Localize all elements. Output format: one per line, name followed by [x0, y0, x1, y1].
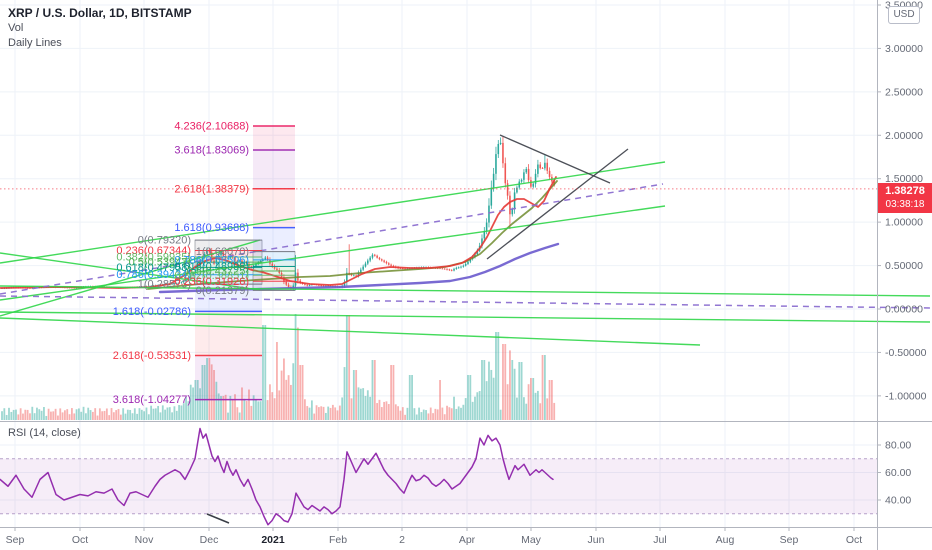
axis-or-level-label: May [521, 534, 542, 546]
axis-or-level-label: 0.786(0.39434) [116, 269, 191, 281]
axis-or-level-label: Sep [6, 534, 25, 546]
trendline-drawings[interactable] [0, 134, 931, 346]
axis-or-level-label: Jun [588, 534, 605, 546]
axis-or-level-label: Oct [72, 534, 88, 546]
axis-or-level-label: 4.236(2.10688) [174, 121, 249, 133]
axis-or-level-label: Jul [653, 534, 666, 546]
chart-legend: XRP / U.S. Dollar, 1D, BITSTAMP Vol Dail… [8, 6, 192, 51]
axis-or-level-label: 2.618(1.38379) [174, 183, 249, 195]
axis-or-level-label: 0.5(0.53947) [129, 257, 191, 269]
axis-or-level-label: Oct [846, 534, 862, 546]
axis-or-level-label: 0.5(0.43725) [187, 266, 249, 278]
bar-close-countdown: 03:38:18 [885, 199, 925, 210]
last-price-badge: 1.38278 03:38:18 [878, 183, 932, 213]
axis-or-level-label: 1.618(0.93688) [174, 222, 249, 234]
axis-or-level-label: 0.786(0.56506) [174, 254, 249, 266]
axis-or-level-label: 0.50000 [885, 260, 923, 272]
last-price-value: 1.38278 [885, 185, 925, 197]
axis-or-level-label: 40.00 [885, 495, 911, 507]
axis-or-level-label: 3.50000 [885, 0, 923, 12]
axis-or-level-label: 0.618(0.47958) [116, 262, 191, 274]
axis-or-level-label: 3.618(1.83069) [174, 144, 249, 156]
axis-or-level-label: 2021 [261, 534, 285, 546]
axis-or-level-label: 0.382(0.59935) [116, 251, 191, 263]
axis-or-level-label: 3.618(-1.04277) [113, 394, 191, 406]
legend-volume-indicator[interactable]: Vol [8, 22, 24, 34]
axis-or-level-label: 0.618(0.48998) [174, 261, 249, 273]
symbol-title[interactable]: XRP / U.S. Dollar, 1D, BITSTAMP [8, 6, 192, 20]
axis-or-level-label: 0.382(0.38851) [174, 270, 249, 282]
rsi-panel[interactable] [0, 427, 877, 526]
axis-or-level-label: 1(0.28573) [138, 279, 191, 291]
volume-series [1, 314, 556, 420]
axis-or-level-label: Apr [459, 534, 476, 546]
axis-or-level-label: 2.618(-0.53531) [113, 350, 191, 362]
fib-level-lines-and-labels[interactable]: 0(0.79320)0.236(0.67344)0.382(0.59935)0.… [113, 121, 295, 407]
axis-or-level-label: 0.00000 [885, 304, 923, 316]
grid-lines [0, 0, 877, 527]
axis-or-level-label: 80.00 [885, 440, 911, 452]
axis-or-level-label: 2.00000 [885, 130, 923, 142]
axis-or-level-label: 0(0.79320) [138, 235, 191, 247]
rsi-indicator-label[interactable]: RSI (14, close) [8, 427, 81, 439]
axis-or-level-label: 0(0.21379) [196, 285, 249, 297]
axis-or-level-label: 2.50000 [885, 86, 923, 98]
axis-or-level-label: 1.618(-0.02786) [113, 306, 191, 318]
axis-or-level-label: -0.50000 [885, 347, 927, 359]
axis-or-level-label: 1.00000 [885, 217, 923, 229]
currency-toggle-button[interactable]: USD [888, 6, 920, 24]
axis-or-level-label: 2 [399, 534, 405, 546]
axis-or-level-label: -1.00000 [885, 390, 927, 402]
axis-or-level-label: Dec [200, 534, 219, 546]
axis-or-level-label: 0.236(0.31926) [174, 276, 249, 288]
axis-or-level-label: 1(0.66070) [196, 246, 249, 258]
axis-or-level-label: Nov [135, 534, 154, 546]
legend-daily-lines-indicator[interactable]: Daily Lines [8, 37, 62, 49]
axis-or-level-label: 60.00 [885, 467, 911, 479]
axis-or-level-label: Aug [716, 534, 735, 546]
axis-or-level-label: 1.50000 [885, 173, 923, 185]
axis-or-level-label: 3.00000 [885, 43, 923, 55]
axis-or-level-label: Feb [329, 534, 347, 546]
axis-or-level-label: 0.236(0.67344) [116, 245, 191, 257]
axis-or-level-label: Sep [780, 534, 799, 546]
